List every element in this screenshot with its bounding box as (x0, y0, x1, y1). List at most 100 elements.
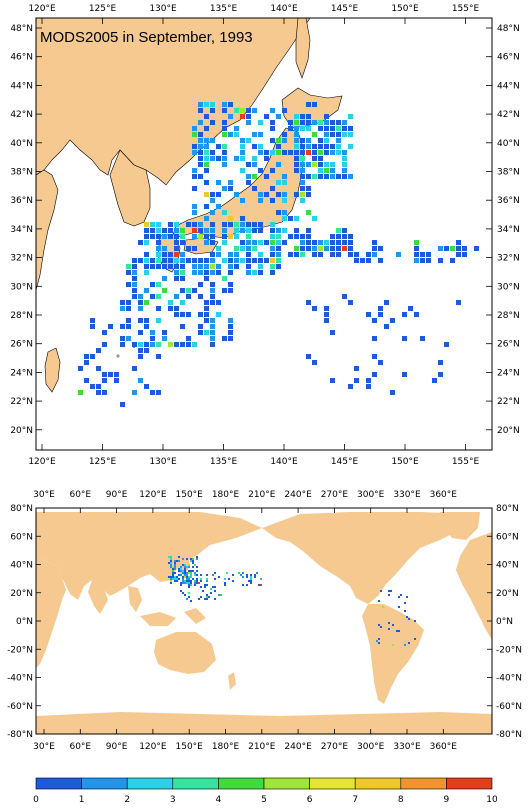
data-cell (186, 566, 188, 568)
right-lat-label: 38°N (497, 168, 520, 178)
data-cell (276, 150, 281, 155)
data-cell (196, 570, 198, 572)
data-cell (228, 180, 233, 185)
data-cell (270, 246, 275, 251)
data-cell (170, 566, 172, 568)
europe-africa-east (456, 532, 492, 640)
data-cell (342, 132, 347, 137)
data-cell (404, 644, 406, 646)
data-cell (194, 584, 196, 586)
data-cell (84, 360, 89, 365)
data-cell (240, 246, 245, 251)
data-cell (90, 324, 95, 329)
data-cell (414, 252, 419, 257)
data-cell (300, 234, 305, 239)
data-cell (324, 150, 329, 155)
data-cell (306, 210, 311, 215)
data-cell (78, 366, 83, 371)
data-cell (270, 252, 275, 257)
data-cell (218, 594, 220, 596)
data-cell (222, 276, 227, 281)
southeast-asia (128, 586, 206, 626)
right-lat-label: 0°N (496, 617, 513, 627)
data-cell (234, 132, 239, 137)
data-cell (144, 228, 149, 233)
data-cell (264, 114, 269, 119)
data-cell (300, 192, 305, 197)
data-cell (450, 246, 455, 251)
data-cell (250, 578, 252, 580)
data-cell (190, 570, 192, 572)
data-cell (192, 246, 197, 251)
data-cell (378, 624, 380, 626)
top-map-ticks: 120°E 120°E 125°E 125°E 130°E 130°E 135°E 135°E… (10, 4, 519, 467)
data-cell (282, 192, 287, 197)
data-cell (324, 144, 329, 149)
data-cell (174, 222, 179, 227)
data-cell (258, 192, 263, 197)
data-cell (222, 108, 227, 113)
data-cell (126, 270, 131, 275)
data-cell (252, 258, 257, 263)
bottom-lon-label: 120°E (28, 457, 56, 467)
data-cell (388, 628, 390, 630)
data-cell (190, 576, 192, 578)
data-cell (184, 576, 186, 578)
data-cell (330, 132, 335, 137)
data-cell (150, 282, 155, 287)
data-cell (156, 252, 161, 257)
data-cell (210, 102, 215, 107)
data-cell (180, 568, 182, 570)
data-cell (234, 228, 239, 233)
data-cell (96, 390, 101, 395)
data-cell (240, 108, 245, 113)
data-cell (366, 312, 371, 317)
greenland (440, 512, 480, 540)
data-cell (324, 120, 329, 125)
bottom-lon-label: 150°E (176, 742, 204, 752)
data-cell (96, 366, 101, 371)
colorbar-swatch (126, 777, 174, 790)
data-cell (210, 258, 215, 263)
data-cell (204, 114, 209, 119)
colorbar-label: 4 (216, 795, 222, 805)
data-cell (242, 584, 244, 586)
data-cell (156, 342, 161, 347)
data-cell (222, 144, 227, 149)
data-cell (216, 312, 221, 317)
data-cell (150, 342, 155, 347)
data-cell (306, 300, 311, 305)
data-cell (144, 258, 149, 263)
data-cell (348, 114, 353, 119)
colorbar-swatch (172, 777, 219, 790)
data-cell (444, 342, 449, 347)
data-cell (138, 354, 143, 359)
top-lon-label: 135°E (210, 4, 238, 14)
data-cell (398, 630, 400, 632)
data-cell (192, 144, 197, 149)
data-cell (178, 568, 180, 570)
bottom-lon-label: 330°E (393, 742, 421, 752)
data-cell (324, 240, 329, 245)
data-cell (200, 586, 202, 588)
data-cell (188, 586, 190, 588)
data-cell (252, 240, 257, 245)
data-cell (180, 252, 185, 257)
data-cell (348, 246, 353, 251)
data-cell (378, 258, 383, 263)
data-cell (312, 120, 317, 125)
data-cell (222, 186, 227, 191)
data-cell (192, 234, 197, 239)
data-cell (294, 156, 299, 161)
data-cell (342, 120, 347, 125)
data-cell (330, 246, 335, 251)
data-cell (204, 234, 209, 239)
data-cell (300, 162, 305, 167)
data-cell (216, 270, 221, 275)
bottom-lon-label: 60°E (69, 742, 91, 752)
data-cell (132, 294, 137, 299)
data-cell (198, 102, 203, 107)
data-cell (330, 168, 335, 173)
data-cell (282, 108, 287, 113)
data-cell (306, 102, 311, 107)
